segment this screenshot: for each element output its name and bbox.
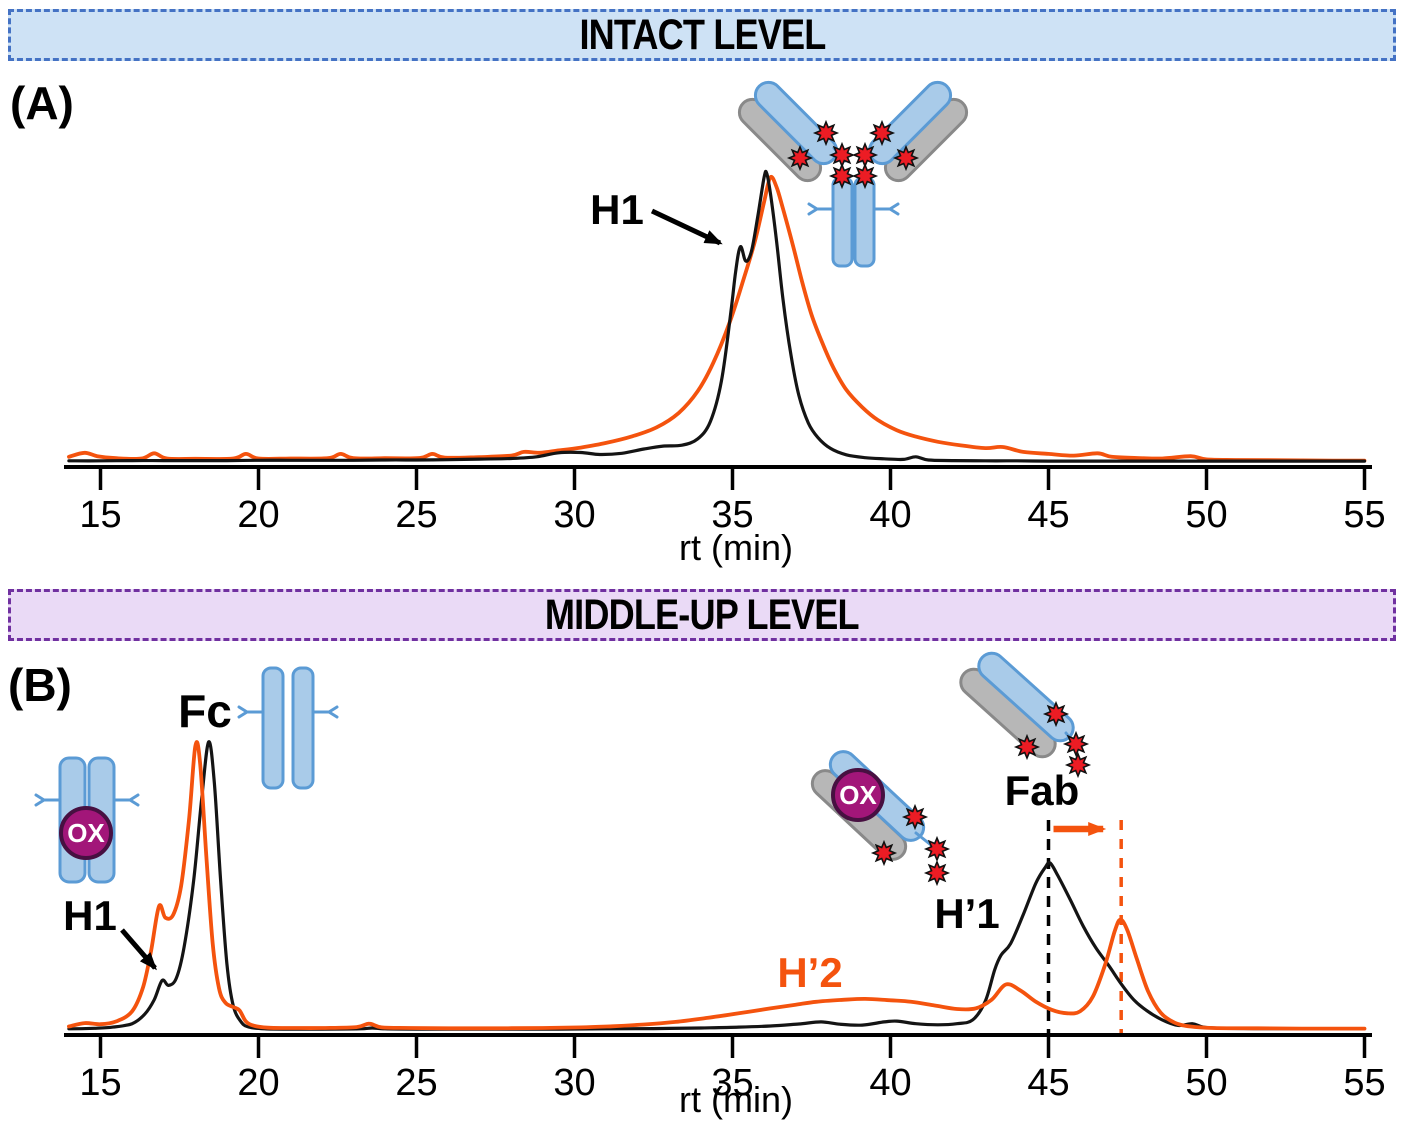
oxidation-star-icon (1064, 732, 1088, 756)
tick-label-a-30: 30 (553, 494, 595, 536)
ox-badge-label: OX (67, 818, 105, 848)
oxidation-star-icon (894, 146, 918, 170)
hinge-linker-lines (914, 831, 933, 847)
panel-b-label: (B) (8, 659, 72, 711)
oxidation-star-icon (830, 143, 854, 167)
panel-b-x-axis-title: rt (min) (679, 1079, 793, 1120)
tick-label-b-55: 55 (1343, 1062, 1385, 1104)
glycan-icon (34, 793, 62, 807)
antibody-intact-oxidized-icon (737, 80, 969, 268)
tick-label-b-25: 25 (395, 1062, 437, 1104)
tick-label-b-35: 35 (711, 1062, 753, 1104)
tick-label-a-25: 25 (395, 494, 437, 536)
trace-orange-b (67, 740, 1367, 1031)
panel-a-h1-arrow (650, 208, 723, 246)
panel-b-h1-arrow (120, 928, 157, 971)
trace-black-a (67, 169, 1367, 463)
oxidation-star-icon (925, 837, 949, 861)
hp2-peak-label: H’2 (777, 949, 842, 996)
fab-ox-icon: OX (810, 750, 949, 885)
tick-label-b-50: 50 (1185, 1062, 1227, 1104)
middle-up-level-title: MIDDLE-UP LEVEL (545, 591, 860, 639)
tick-label-a-40: 40 (869, 494, 911, 536)
glycan-icon (237, 705, 265, 719)
tick-label-a-50: 50 (1185, 494, 1227, 536)
fab-peak-label: Fab (1005, 767, 1080, 814)
fc-ox-icon: OX (34, 756, 140, 884)
ox-badge-label: OX (839, 780, 877, 810)
tick-label-b-15: 15 (79, 1062, 121, 1104)
tick-label-a-20: 20 (237, 494, 279, 536)
oxidation-star-icon (903, 805, 927, 829)
intact-level-title: INTACT LEVEL (578, 11, 826, 59)
oxidation-star-icon (853, 164, 877, 188)
tick-label-b-40: 40 (869, 1062, 911, 1104)
fc-peak-label: Fc (178, 685, 232, 737)
panel-b-dashed-guides (1046, 820, 1123, 1033)
panel-b-traces (67, 740, 1367, 1031)
oxidation-star-icon (872, 841, 896, 865)
oxidation-star-icon (830, 164, 854, 188)
oxidation-star-icon (853, 143, 877, 167)
oxidation-star-icon (925, 861, 949, 885)
oxidation-star-icon (1044, 702, 1068, 726)
glycan-icon (112, 793, 140, 807)
tick-label-b-30: 30 (553, 1062, 595, 1104)
panel-a-axis: 15 20 25 30 35 40 45 50 55 (64, 465, 1386, 536)
panel-a-label: (A) (10, 77, 74, 129)
oxidation-star-icon (1015, 735, 1039, 759)
panel-a-h1-peak-label: H1 (590, 186, 644, 233)
tick-label-a-35: 35 (711, 494, 753, 536)
hp1-peak-label: H’1 (934, 890, 999, 937)
ox-badge (59, 806, 113, 860)
tick-label-a-15: 15 (79, 494, 121, 536)
oxidation-star-icon (814, 121, 838, 145)
tick-label-a-55: 55 (1343, 494, 1385, 536)
panel-a-x-axis-title: rt (min) (679, 527, 793, 568)
panel-a-traces (67, 169, 1367, 463)
panel-b-axis: 15 20 25 30 35 40 45 50 55 (64, 1033, 1386, 1104)
ox-badge (831, 768, 885, 822)
tick-label-b-20: 20 (237, 1062, 279, 1104)
tick-label-a-45: 45 (1027, 494, 1069, 536)
fc-icon (237, 666, 339, 790)
glycan-icon (872, 202, 900, 216)
intact-level-banner: INTACT LEVEL (8, 9, 1396, 61)
trace-orange-a (67, 174, 1367, 463)
oxidation-star-icon (870, 121, 894, 145)
fab-icon (959, 651, 1090, 777)
panel-b-h1-peak-label: H1 (63, 892, 117, 939)
tick-label-b-45: 45 (1027, 1062, 1069, 1104)
oxidation-star-icon (788, 146, 812, 170)
glycan-icon (807, 202, 835, 216)
glycan-icon (311, 705, 339, 719)
middle-up-level-banner: MIDDLE-UP LEVEL (8, 589, 1396, 641)
